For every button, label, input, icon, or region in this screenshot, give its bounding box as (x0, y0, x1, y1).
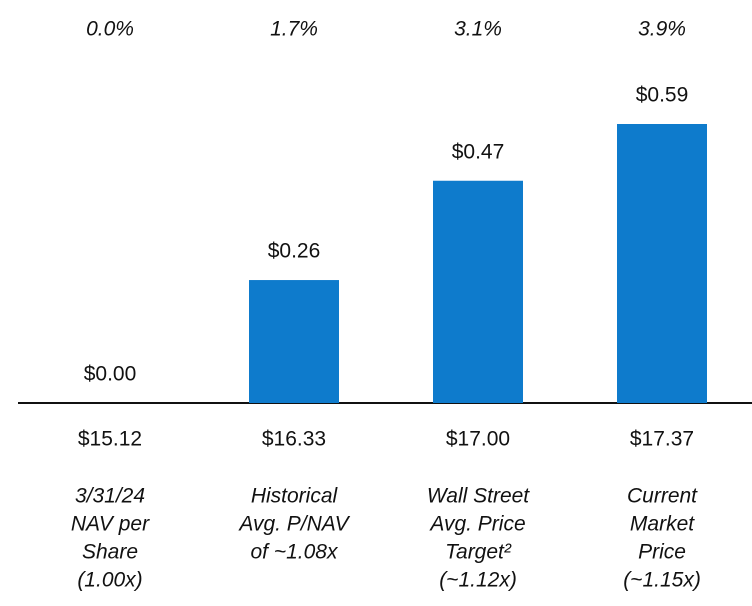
category-label: (~1.12x) (439, 569, 517, 592)
category-label: (~1.15x) (623, 569, 701, 592)
category-label: (1.00x) (77, 569, 142, 592)
percent-label: 3.1% (454, 18, 502, 41)
percent-label: 3.9% (638, 18, 686, 41)
price-label: $17.37 (630, 428, 694, 451)
price-label: $17.00 (446, 428, 510, 451)
value-label: $0.00 (84, 363, 137, 386)
category-label: Current (627, 485, 698, 508)
price-label: $16.33 (262, 428, 326, 451)
category-label: Target² (445, 541, 512, 564)
category-label: NAV per (71, 513, 150, 536)
bar (617, 124, 707, 403)
bar (433, 180, 523, 403)
price-label: $15.12 (78, 428, 142, 451)
percent-label: 1.7% (270, 18, 318, 41)
category-label: Historical (251, 485, 339, 508)
category-label: Price (638, 541, 686, 564)
category-label: Avg. P/NAV (237, 513, 350, 536)
value-label: $0.26 (268, 240, 321, 263)
category-label: of ~1.08x (251, 541, 339, 564)
category-label: 3/31/24 (75, 485, 145, 508)
category-label: Wall Street (427, 485, 530, 508)
percent-label: 0.0% (86, 18, 134, 41)
value-label: $0.59 (636, 84, 689, 107)
bar (249, 280, 339, 403)
category-label: Avg. Price (428, 513, 525, 536)
value-label: $0.47 (452, 140, 505, 163)
category-label: Market (630, 513, 695, 536)
category-label: Share (82, 541, 138, 564)
